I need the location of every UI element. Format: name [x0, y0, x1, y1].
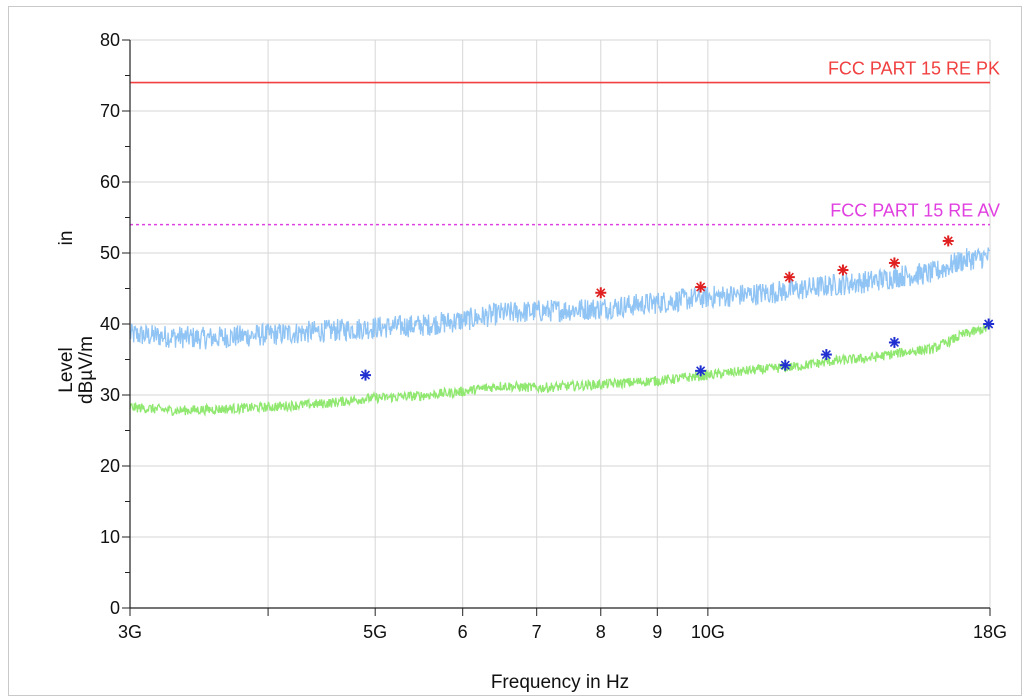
marker-layer: [359, 235, 995, 381]
y-axis-title: Level: [56, 347, 77, 392]
y-tick-label: 50: [100, 243, 120, 263]
grid-layer: [129, 39, 991, 609]
y-tick-label: 60: [100, 172, 120, 192]
peak-marker: [837, 264, 849, 276]
avg-marker: [695, 365, 707, 377]
peak-marker: [888, 257, 900, 269]
peak-marker: [942, 235, 954, 247]
x-tick-label: 5G: [363, 622, 387, 642]
avg-marker: [983, 318, 995, 330]
avg-marker: [779, 359, 791, 371]
series-line-2: [129, 323, 991, 417]
y-tick-label: 20: [100, 456, 120, 476]
limit-label-av: FCC PART 15 RE AV: [830, 201, 1000, 221]
avg-marker: [359, 369, 371, 381]
y-axis-unit: dBµV/m: [76, 336, 97, 404]
y-tick-label: 40: [100, 314, 120, 334]
x-tick-label: 18G: [973, 622, 1007, 642]
x-tick-label: 10G: [691, 622, 725, 642]
x-axis-title: Frequency in Hz: [491, 672, 629, 693]
peak-marker: [783, 271, 795, 283]
y-tick-label: 70: [100, 101, 120, 121]
x-tick-label: 3G: [118, 622, 142, 642]
y-tick-label: 80: [100, 30, 120, 50]
series-layer: [129, 247, 991, 417]
x-tick-label: 8: [596, 622, 606, 642]
peak-marker: [595, 287, 607, 299]
limit-lines: [130, 81, 990, 226]
axis-layer: [122, 39, 991, 616]
peak-marker: [695, 281, 707, 293]
x-tick-label: 6: [458, 622, 468, 642]
avg-marker: [820, 349, 832, 361]
x-tick-label: 9: [652, 622, 662, 642]
label-layer: Frequency in Hz Level dBµV/m in FCC PART…: [56, 30, 1007, 693]
series-line-1: [129, 247, 991, 350]
x-tick-label: 7: [532, 622, 542, 642]
y-tick-label: 30: [100, 385, 120, 405]
y-tick-label: 10: [100, 527, 120, 547]
y-tick-label: 0: [110, 598, 120, 618]
avg-marker: [888, 336, 900, 348]
y-axis-unit-suffix: in: [56, 231, 77, 246]
limit-label-pk: FCC PART 15 RE PK: [828, 59, 1000, 79]
